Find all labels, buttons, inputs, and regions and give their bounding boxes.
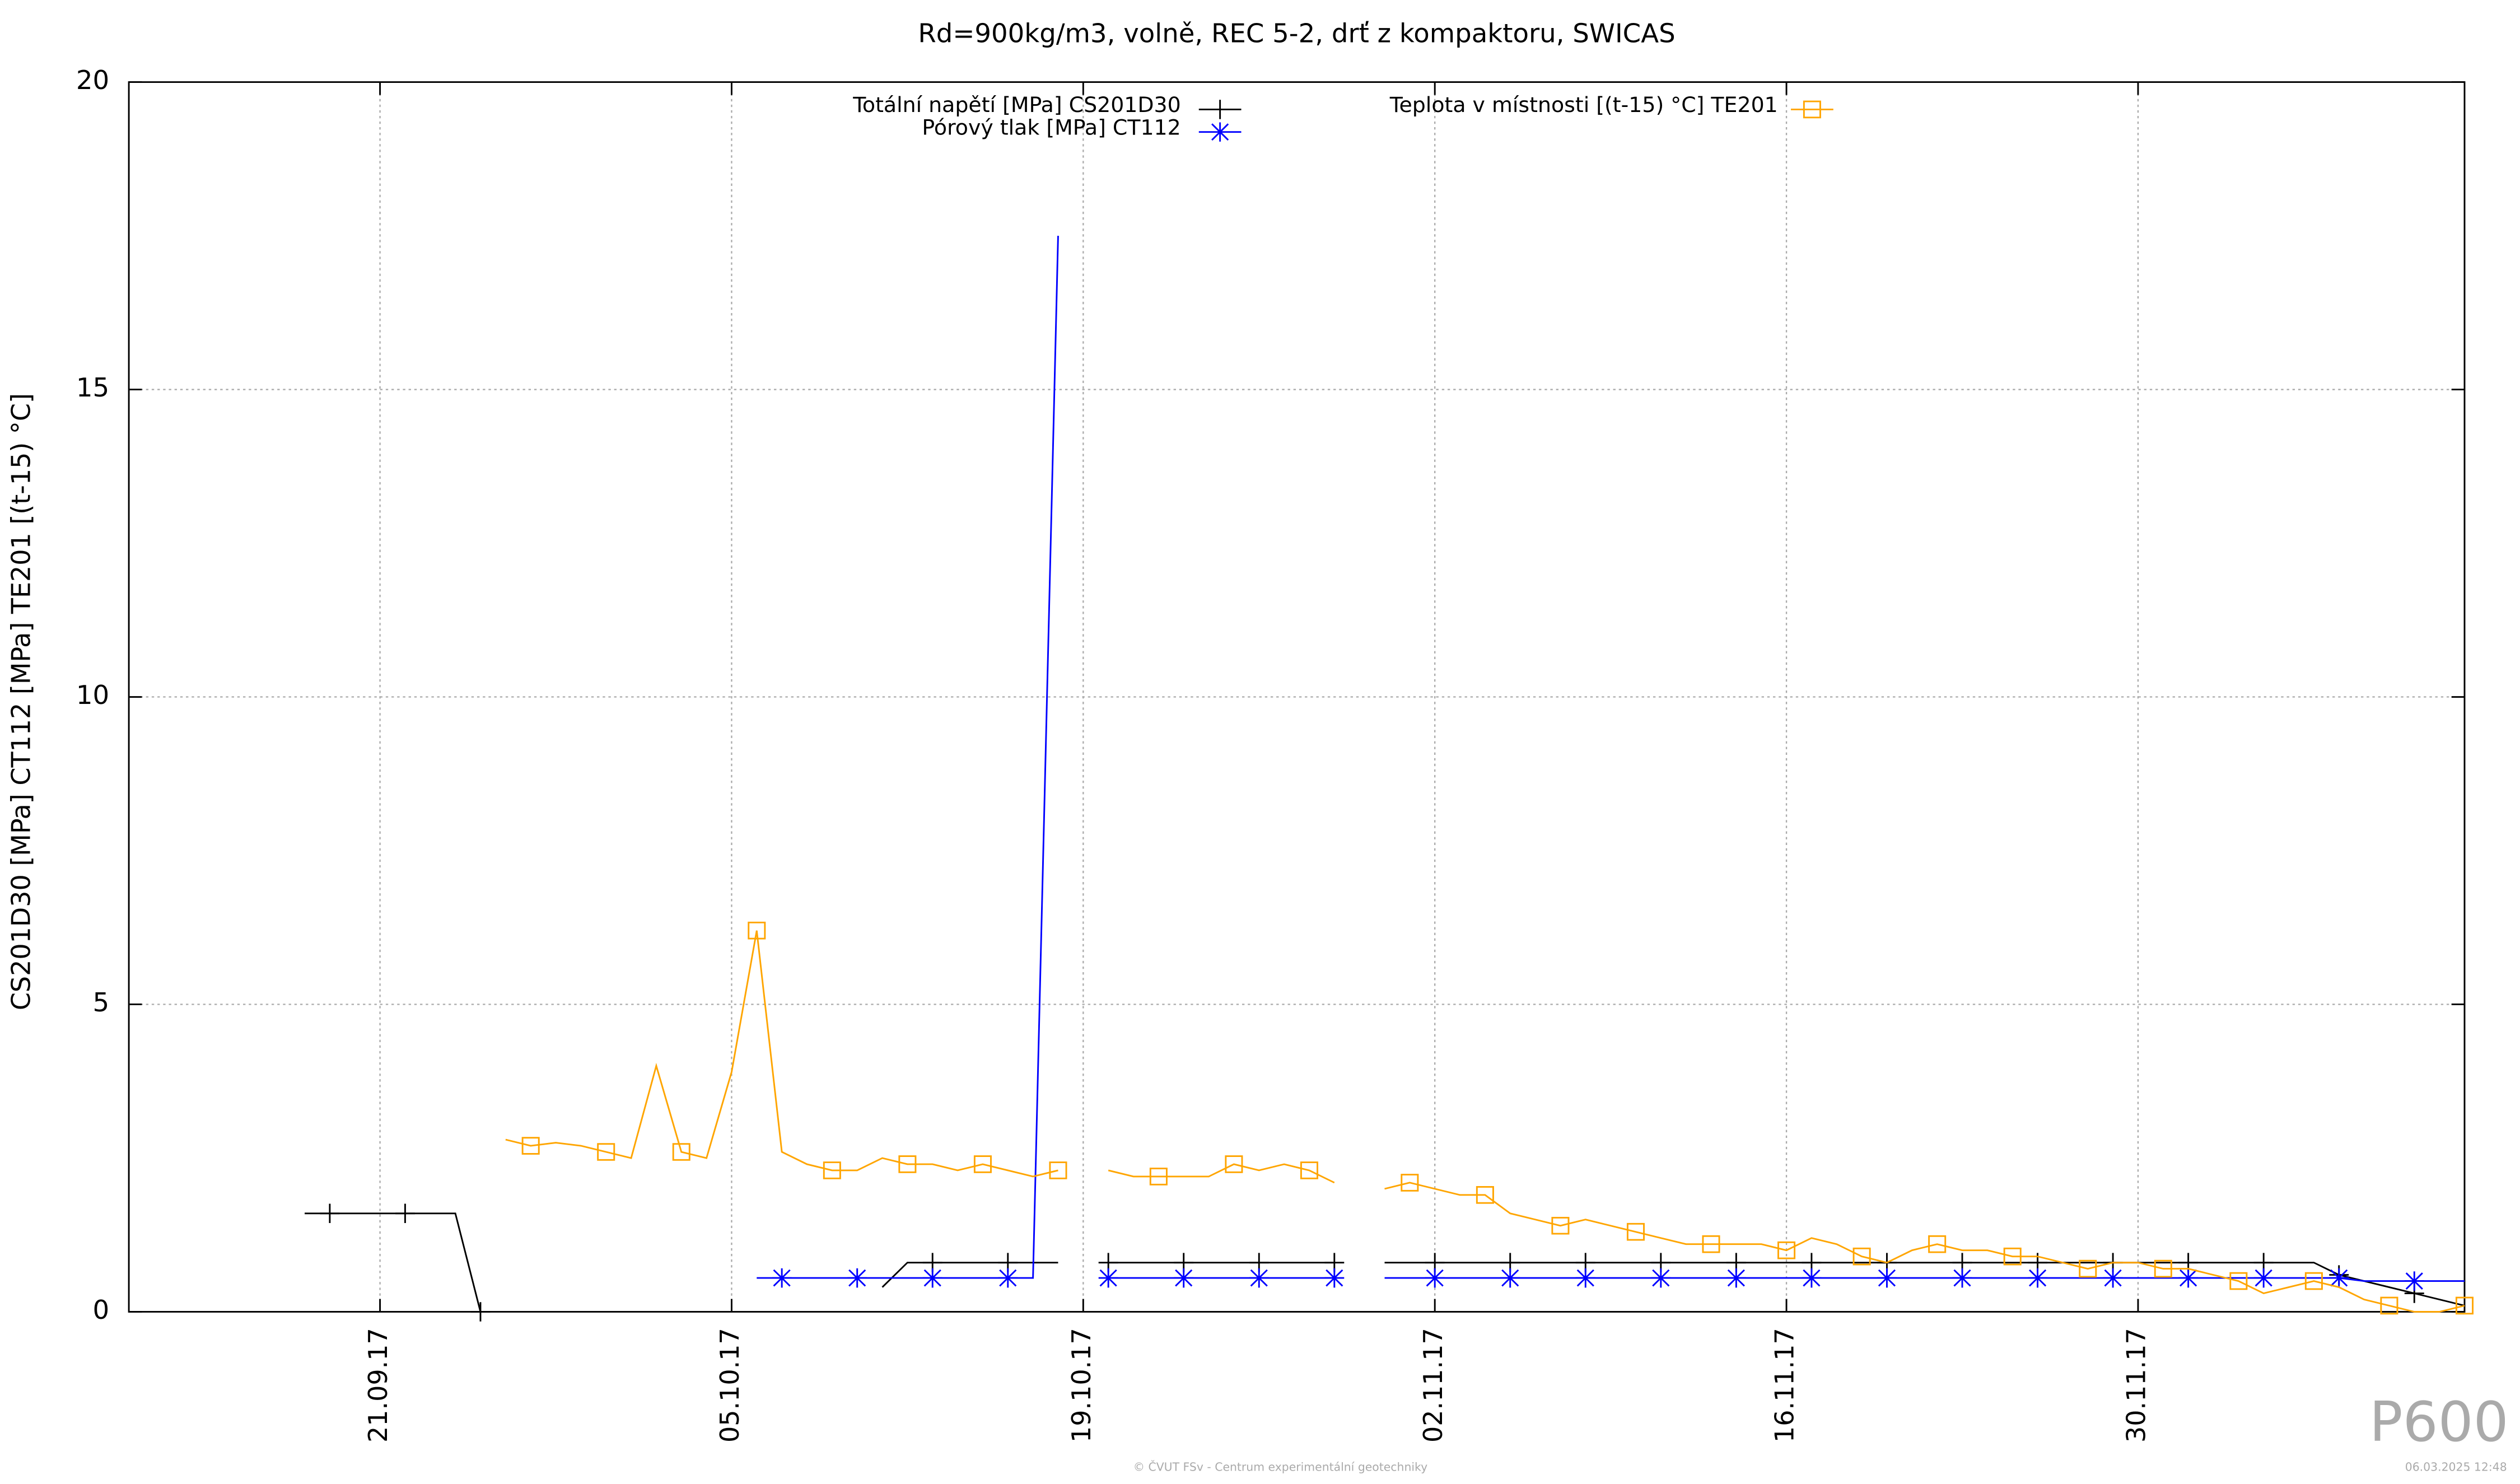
- marker: [998, 1268, 1018, 1288]
- watermark: P600: [2369, 1391, 2509, 1454]
- marker: [1928, 1235, 1947, 1253]
- marker: [1777, 1241, 1796, 1259]
- x-tick-label: 02.11.17: [1417, 1328, 1448, 1443]
- marker: [1651, 1268, 1671, 1288]
- x-tick-label: 30.11.17: [2121, 1328, 2151, 1443]
- marker: [2253, 1268, 2274, 1288]
- y-tick-label: 5: [92, 987, 109, 1018]
- marker: [772, 1268, 792, 1288]
- marker: [1702, 1235, 1720, 1253]
- y-axis-label: CS201D30 [MPa] CT112 [MPa] TE201 [(t-15)…: [6, 393, 36, 1010]
- marker: [2455, 1296, 2474, 1315]
- marker: [1249, 1268, 1269, 1288]
- footer: © ČVUT FSv - Centrum experimentální geot…: [1133, 1460, 1428, 1474]
- marker: [1425, 1268, 1445, 1288]
- marker: [1049, 1161, 1067, 1179]
- legend-marker: [1211, 122, 1229, 142]
- marker: [1802, 1268, 1822, 1288]
- marker: [847, 1268, 867, 1288]
- marker: [1726, 1268, 1746, 1288]
- marker: [1476, 1186, 1494, 1204]
- marker: [1952, 1268, 1972, 1288]
- marker: [2229, 1272, 2248, 1290]
- marker: [2003, 1247, 2022, 1266]
- y-tick-label: 15: [76, 372, 109, 403]
- marker: [1098, 1268, 1118, 1288]
- marker: [973, 1155, 992, 1173]
- data-line: [305, 1212, 2465, 1312]
- marker: [748, 921, 766, 940]
- marker: [470, 1302, 491, 1322]
- legend-marker: [1803, 100, 1821, 119]
- marker: [1149, 1168, 1168, 1186]
- marker: [521, 1137, 540, 1155]
- marker: [823, 1161, 841, 1179]
- marker: [1551, 1216, 1570, 1235]
- marker: [672, 1143, 690, 1161]
- x-tick-label: 21.09.17: [363, 1328, 393, 1443]
- marker: [2329, 1268, 2349, 1288]
- marker: [2103, 1268, 2123, 1288]
- marker: [1626, 1222, 1645, 1241]
- legend-label: Teplota v místnosti [(t-15) °C] TE201: [1389, 92, 1778, 117]
- marker: [1225, 1155, 1243, 1173]
- x-tick-label: 16.11.17: [1769, 1328, 1799, 1443]
- marker: [1401, 1174, 1419, 1192]
- marker: [1852, 1247, 1871, 1266]
- y-tick-label: 0: [92, 1295, 109, 1325]
- marker: [320, 1203, 340, 1224]
- marker: [922, 1268, 942, 1288]
- marker: [2028, 1268, 2048, 1288]
- marker: [2380, 1296, 2398, 1315]
- marker: [395, 1203, 415, 1224]
- y-tick-label: 20: [76, 65, 109, 95]
- marker: [1877, 1268, 1897, 1288]
- marker: [2178, 1268, 2199, 1288]
- x-tick-label: 19.10.17: [1066, 1328, 1096, 1443]
- marker: [1174, 1268, 1194, 1288]
- y-tick-label: 10: [76, 680, 109, 710]
- legend-label: Totální napětí [MPa] CS201D30: [852, 92, 1181, 117]
- marker: [1300, 1161, 1318, 1179]
- marker: [2079, 1259, 2097, 1278]
- marker: [2404, 1271, 2424, 1291]
- x-tick-label: 05.10.17: [715, 1328, 745, 1443]
- marker: [1324, 1268, 1345, 1288]
- legend-label: Pórový tlak [MPa] CT112: [922, 115, 1180, 140]
- timestamp: 06.03.2025 12:48: [2405, 1460, 2507, 1474]
- marker: [2154, 1259, 2172, 1278]
- marker: [2304, 1272, 2323, 1290]
- marker: [1575, 1268, 1595, 1288]
- marker: [898, 1155, 917, 1173]
- chart-title: Rd=900kg/m3, volně, REC 5-2, drť z kompa…: [918, 18, 1675, 49]
- plot-frame: [128, 81, 2466, 1313]
- marker: [597, 1143, 615, 1161]
- marker: [1500, 1268, 1520, 1288]
